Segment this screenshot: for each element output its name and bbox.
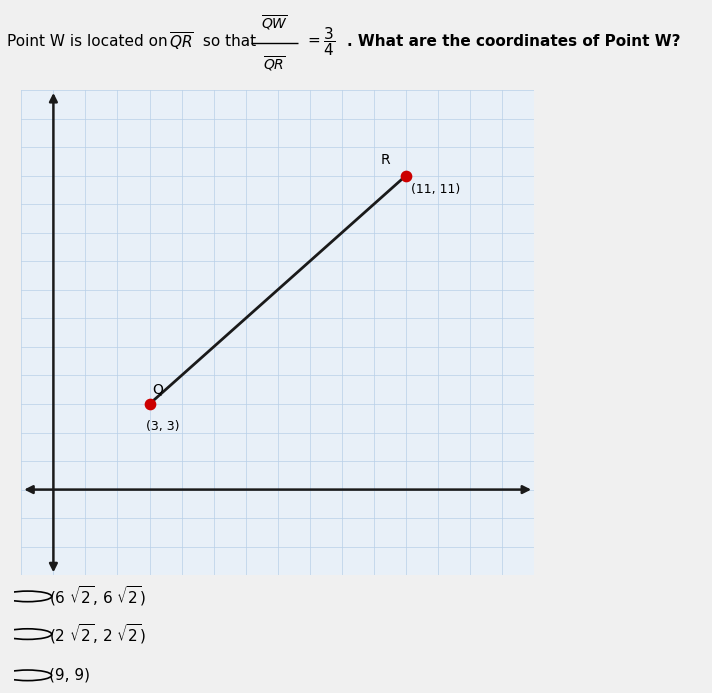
Point (144, 398, 155, 410)
Text: . What are the coordinates of Point W?: . What are the coordinates of Point W? (347, 34, 680, 49)
Text: $\overline{\mathit{QW}}$: $\overline{\mathit{QW}}$ (261, 14, 288, 33)
Circle shape (4, 629, 52, 640)
Text: (6 $\sqrt{2}$, 6 $\sqrt{2}$): (6 $\sqrt{2}$, 6 $\sqrt{2}$) (49, 584, 146, 608)
Circle shape (4, 670, 52, 681)
Text: R: R (380, 153, 390, 167)
Point (400, 170, 412, 182)
Text: (9, 9): (9, 9) (49, 668, 90, 683)
Text: $\overline{\mathit{QR}}$: $\overline{\mathit{QR}}$ (263, 54, 286, 73)
Circle shape (4, 591, 52, 602)
Text: (3, 3): (3, 3) (147, 420, 180, 432)
Text: $= \dfrac{3}{4}$: $= \dfrac{3}{4}$ (305, 25, 335, 58)
Text: so that: so that (198, 34, 261, 49)
Text: Point W is located on: Point W is located on (7, 34, 172, 49)
Text: (2 $\sqrt{2}$, 2 $\sqrt{2}$): (2 $\sqrt{2}$, 2 $\sqrt{2}$) (49, 622, 146, 646)
Text: (11, 11): (11, 11) (411, 183, 460, 196)
Text: Q: Q (152, 383, 164, 397)
Text: $\overline{\mathit{QR}}$: $\overline{\mathit{QR}}$ (169, 30, 194, 53)
